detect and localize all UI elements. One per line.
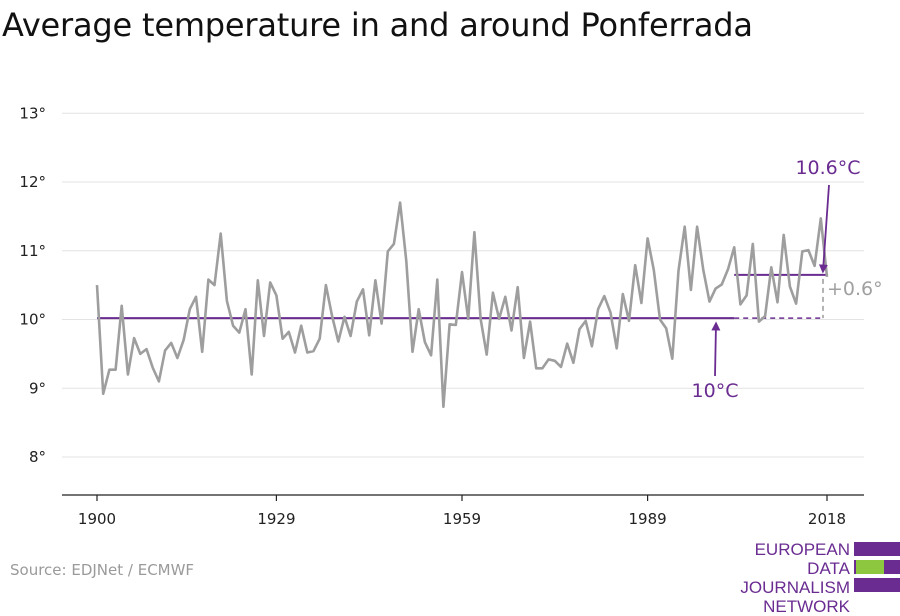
logo-bar-top [854, 542, 900, 556]
y-tick-label: 13° [19, 104, 46, 122]
x-tick-label: 1929 [257, 510, 295, 528]
x-tick-label: 1989 [628, 510, 666, 528]
y-tick-label: 12° [19, 173, 46, 191]
y-tick-label: 9° [29, 379, 46, 397]
recent-average-label: 10.6°C [795, 157, 860, 179]
temperature-series-line [95, 201, 829, 409]
y-axis-ticks: 8° 9° 10° 11° 12° 13° [19, 104, 46, 466]
edjnet-logo: EUROPEAN DATA JOURNALISM NETWORK [700, 540, 900, 616]
x-tick-label: 2018 [808, 510, 846, 528]
temperature-chart: 8° 9° 10° 11° 12° 13° 1900 1929 1959 1989 2018 10… [19, 104, 883, 528]
x-axis: 1900 1929 1959 1989 2018 [62, 494, 864, 528]
logo-text: EUROPEAN DATA JOURNALISM NETWORK [700, 540, 850, 616]
chart-title: Average temperature in and around Ponfer… [2, 6, 753, 44]
source-note: Source: EDJNet / ECMWF [10, 561, 195, 579]
series-layer [95, 201, 829, 409]
gridlines [62, 112, 864, 458]
x-tick-label: 1959 [443, 510, 481, 528]
annotations: 10.6°C 10°C +0.6° [692, 157, 883, 402]
difference-label: +0.6° [827, 278, 883, 300]
logo-line-1: EUROPEAN [754, 540, 850, 559]
recent-average-arrow [818, 184, 830, 274]
logo-bar-bottom [854, 578, 900, 592]
x-tick-label: 1900 [78, 510, 116, 528]
baseline-arrow [711, 321, 721, 377]
logo-line-2: DATA JOURNALISM [740, 559, 850, 597]
y-tick-label: 8° [29, 448, 46, 466]
logo-bar-green [856, 560, 884, 574]
y-tick-label: 10° [19, 311, 46, 329]
baseline-label: 10°C [692, 380, 739, 402]
y-tick-label: 11° [19, 242, 46, 260]
